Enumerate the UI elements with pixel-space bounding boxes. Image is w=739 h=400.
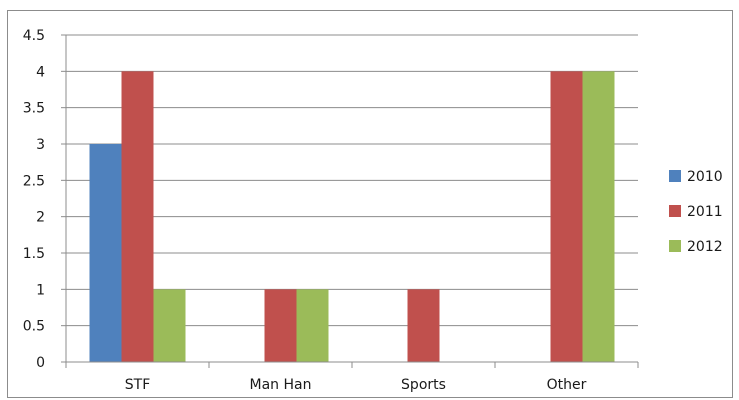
x-category-label: Man Han	[250, 377, 312, 393]
bar-2011-stf	[121, 71, 154, 362]
bar-2011-man-han	[264, 289, 297, 362]
legend-swatch-2011	[669, 205, 681, 217]
y-tick-label: 3.5	[23, 101, 45, 117]
bar-2010-stf	[89, 144, 122, 362]
y-tick-label: 2	[36, 210, 45, 226]
bar-2011-sports	[407, 289, 440, 362]
x-axis-category-labels: STF Man Han Sports Other	[125, 377, 587, 393]
bar-2012-other	[582, 71, 615, 362]
y-tick-label: 0	[36, 355, 45, 371]
bar-2012-man-han	[296, 289, 329, 362]
legend-swatch-2012	[669, 240, 681, 252]
legend-label: 2012	[687, 239, 723, 255]
x-category-label: STF	[125, 377, 151, 393]
bar-2011-other	[550, 71, 583, 362]
y-tick-label: 4.5	[23, 28, 45, 44]
y-tick-label: 3	[36, 137, 45, 153]
y-tick-label: 1	[36, 282, 45, 298]
legend: 2010 2011 2012	[669, 169, 723, 255]
x-category-label: Sports	[401, 377, 446, 393]
y-tick-label: 1.5	[23, 246, 45, 262]
x-category-label: Other	[547, 377, 587, 393]
bars	[89, 71, 615, 362]
bar-2012-stf	[153, 289, 186, 362]
axes	[61, 34, 639, 368]
y-tick-label: 2.5	[23, 173, 45, 189]
legend-swatch-2010	[669, 170, 681, 182]
y-axis-tick-labels: 0 0.5 1 1.5 2 2.5 3 3.5 4 4.5	[23, 28, 45, 371]
y-tick-label: 0.5	[23, 319, 45, 335]
legend-label: 2010	[687, 169, 723, 185]
y-tick-label: 4	[36, 64, 45, 80]
legend-label: 2011	[687, 204, 723, 220]
